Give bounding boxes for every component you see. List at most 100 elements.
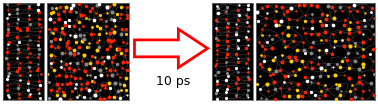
Point bbox=[331, 46, 337, 48]
Point bbox=[37, 26, 43, 28]
Point bbox=[98, 74, 104, 76]
Point bbox=[81, 14, 87, 16]
Point bbox=[15, 48, 21, 50]
Point bbox=[215, 39, 221, 40]
Point bbox=[73, 11, 79, 12]
Point bbox=[352, 96, 358, 98]
Point bbox=[3, 47, 9, 48]
Point bbox=[362, 12, 368, 13]
Point bbox=[314, 33, 321, 35]
Point bbox=[258, 54, 264, 56]
Point bbox=[356, 68, 362, 70]
Point bbox=[76, 3, 82, 5]
Point bbox=[308, 81, 314, 83]
Point bbox=[4, 85, 10, 86]
Point bbox=[299, 61, 305, 62]
Point bbox=[67, 52, 73, 53]
Polygon shape bbox=[135, 29, 208, 68]
Point bbox=[323, 39, 329, 41]
Point bbox=[308, 4, 314, 5]
Point bbox=[84, 82, 90, 84]
Point bbox=[36, 24, 42, 25]
Point bbox=[277, 69, 283, 71]
Point bbox=[323, 24, 329, 25]
Point bbox=[121, 84, 127, 86]
Point bbox=[101, 98, 107, 100]
Point bbox=[83, 5, 89, 7]
Point bbox=[54, 90, 60, 92]
Point bbox=[5, 43, 11, 45]
Point bbox=[81, 54, 87, 56]
Point bbox=[354, 52, 360, 54]
Point bbox=[48, 31, 54, 33]
Point bbox=[106, 96, 112, 98]
Point bbox=[296, 68, 302, 70]
Point bbox=[259, 45, 265, 47]
Point bbox=[312, 94, 318, 96]
Point bbox=[6, 96, 12, 98]
Point bbox=[223, 10, 229, 12]
Point bbox=[93, 90, 99, 91]
Point bbox=[223, 61, 229, 63]
Point bbox=[214, 53, 220, 54]
Point bbox=[61, 10, 67, 12]
Point bbox=[58, 60, 64, 61]
Point bbox=[224, 34, 230, 35]
Point bbox=[25, 47, 31, 49]
Point bbox=[51, 47, 57, 48]
Point bbox=[104, 74, 110, 76]
Point bbox=[293, 59, 299, 61]
Point bbox=[71, 53, 77, 54]
Point bbox=[111, 32, 117, 33]
Point bbox=[263, 98, 269, 100]
Point bbox=[257, 63, 263, 64]
Point bbox=[234, 77, 240, 78]
Point bbox=[359, 55, 366, 57]
Point bbox=[282, 46, 288, 48]
Point bbox=[212, 74, 218, 76]
Point bbox=[332, 41, 338, 42]
Point bbox=[317, 75, 323, 77]
Point bbox=[308, 52, 314, 53]
Point bbox=[224, 40, 230, 41]
Point bbox=[114, 48, 120, 50]
Point bbox=[17, 29, 23, 31]
Point bbox=[35, 88, 41, 90]
Point bbox=[270, 73, 276, 74]
Point bbox=[52, 38, 58, 40]
Point bbox=[4, 34, 10, 36]
Point bbox=[114, 63, 120, 65]
Point bbox=[64, 6, 70, 7]
Point bbox=[233, 24, 239, 25]
Point bbox=[290, 40, 296, 42]
Point bbox=[4, 52, 10, 53]
Point bbox=[66, 67, 72, 69]
Point bbox=[36, 44, 42, 46]
Point bbox=[96, 46, 102, 48]
Point bbox=[282, 81, 288, 83]
Point bbox=[52, 55, 58, 56]
Point bbox=[103, 67, 109, 69]
Point bbox=[124, 14, 130, 16]
Point bbox=[214, 59, 220, 61]
Point bbox=[4, 17, 10, 19]
Point bbox=[262, 61, 268, 62]
Point bbox=[270, 60, 276, 61]
Point bbox=[224, 88, 230, 90]
Point bbox=[363, 25, 369, 27]
Point bbox=[94, 42, 100, 43]
Point bbox=[245, 44, 251, 46]
Point bbox=[57, 6, 63, 8]
Point bbox=[258, 97, 264, 98]
Point bbox=[315, 63, 321, 64]
Point bbox=[118, 98, 124, 99]
Point bbox=[293, 10, 299, 12]
Point bbox=[225, 45, 231, 47]
Point bbox=[271, 98, 277, 100]
Point bbox=[114, 73, 120, 75]
Point bbox=[316, 97, 322, 99]
Point bbox=[111, 96, 117, 98]
Point bbox=[233, 82, 239, 84]
Point bbox=[356, 76, 362, 77]
Point bbox=[285, 56, 291, 58]
